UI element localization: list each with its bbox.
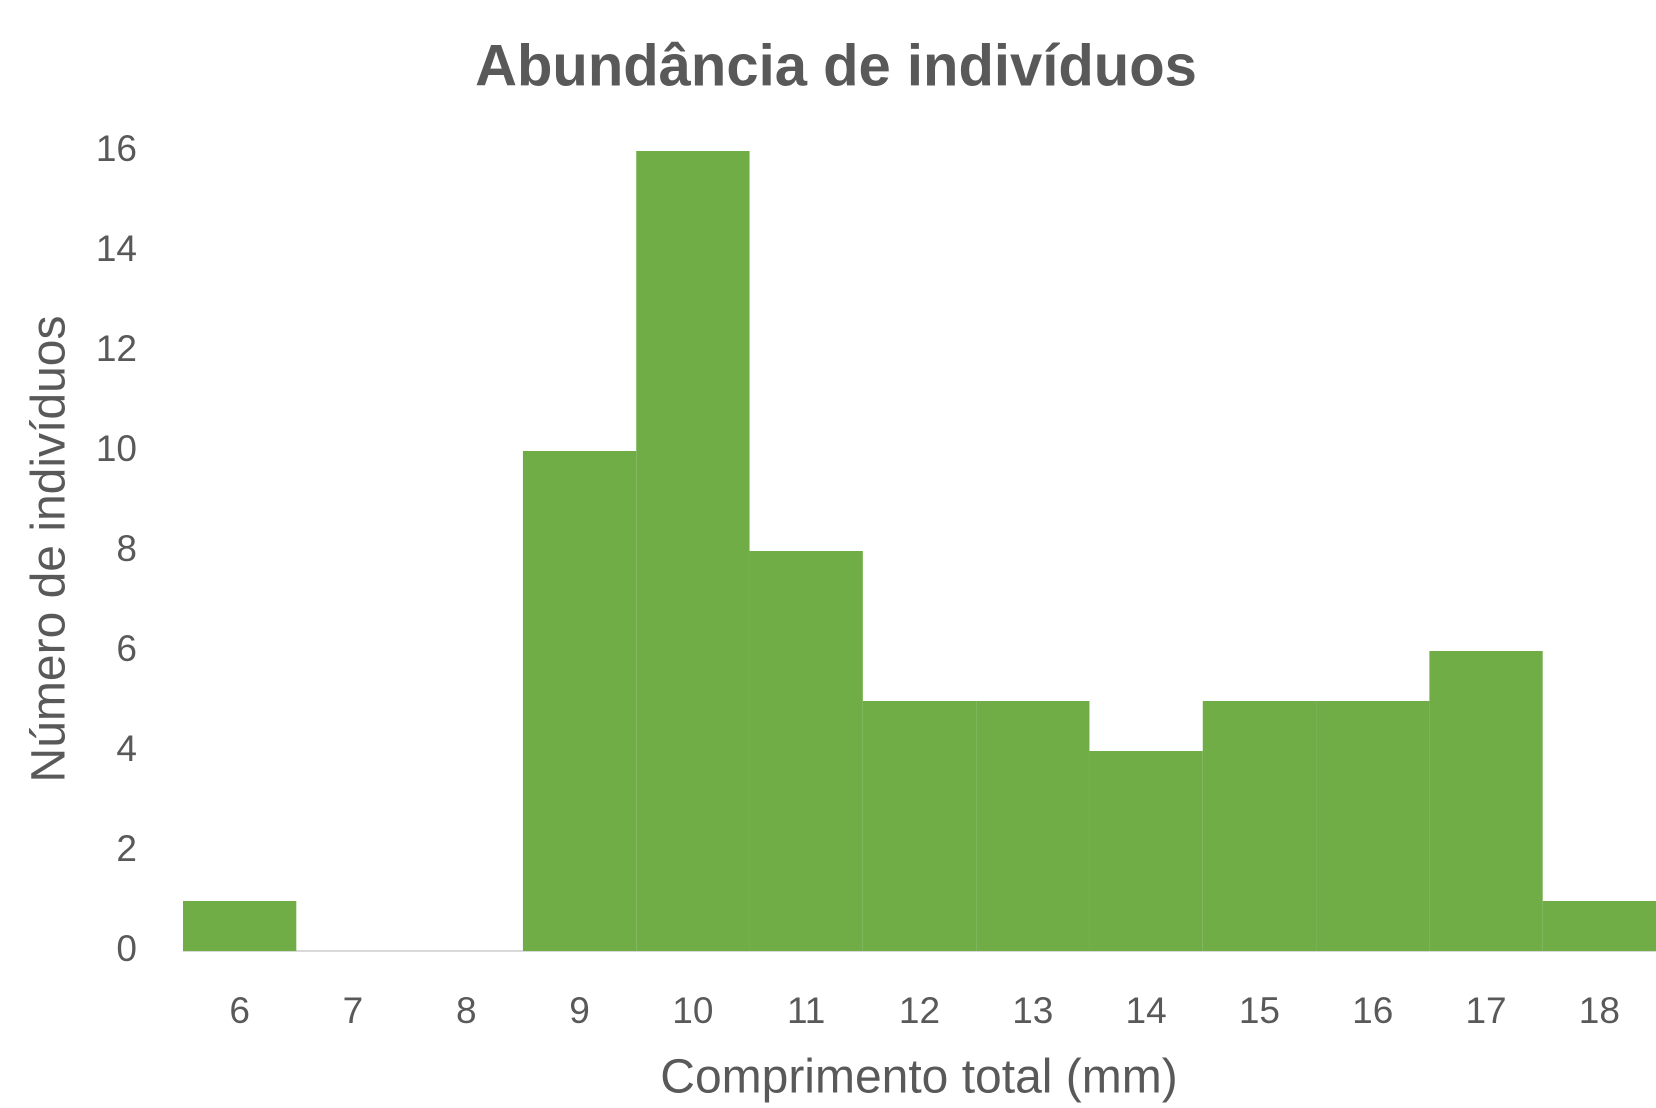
bar [976,701,1090,951]
y-tick-label: 10 [96,428,137,469]
x-tick-label: 9 [569,990,590,1031]
y-axis-title: Número de indivíduos [23,316,76,783]
x-tick-label: 12 [899,990,940,1031]
bar [1542,901,1656,951]
bar [1429,651,1543,951]
x-tick-label: 16 [1352,990,1393,1031]
x-tick-label: 18 [1579,990,1620,1031]
y-tick-label: 0 [116,928,137,969]
y-tick-label: 12 [96,328,137,369]
x-tick-label: 8 [456,990,477,1031]
bar [1089,751,1203,951]
x-tick-label: 6 [229,990,250,1031]
y-tick-label: 16 [96,128,137,169]
x-tick-label: 7 [343,990,364,1031]
bar [522,451,637,951]
bar [1202,701,1317,951]
x-tick-label: 15 [1239,990,1280,1031]
chart-title: Abundância de indivíduos [475,33,1197,98]
bar [183,901,297,951]
y-tick-label: 2 [116,828,137,869]
y-tick-label: 6 [116,628,137,669]
x-tick-label: 17 [1465,990,1506,1031]
x-tick-label: 13 [1012,990,1053,1031]
x-tick-label: 10 [672,990,713,1031]
bar [1316,701,1430,951]
x-tick-label: 11 [787,990,825,1031]
bar [749,551,863,951]
y-tick-label: 8 [116,528,137,569]
y-tick-label: 4 [116,728,137,769]
y-tick-label: 14 [96,228,137,269]
bar [636,151,750,951]
x-tick-label: 14 [1126,990,1167,1031]
bar [862,701,977,951]
x-axis-title: Comprimento total (mm) [660,1051,1177,1104]
